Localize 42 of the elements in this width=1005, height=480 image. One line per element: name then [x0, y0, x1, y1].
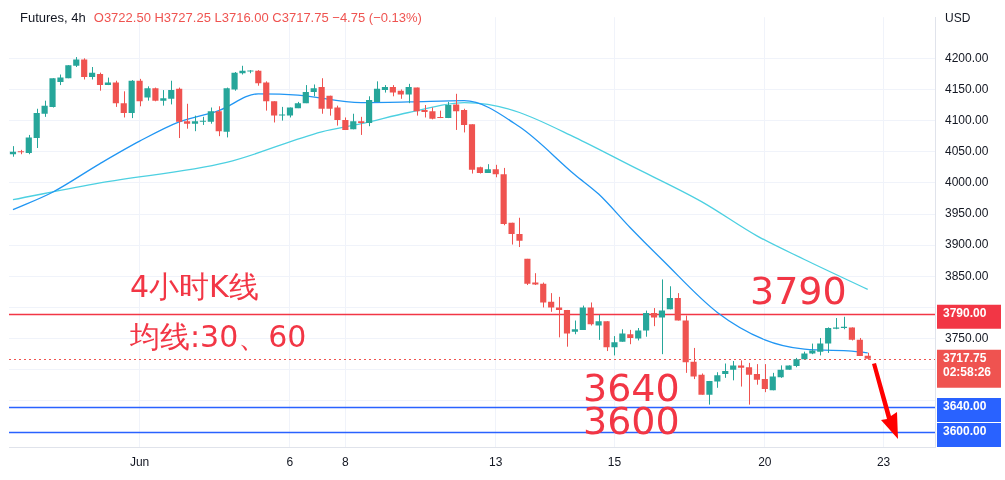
candlestick: [555, 296, 563, 338]
y-tick-label: 4150.00: [945, 81, 989, 96]
candlestick: [152, 87, 159, 102]
y-tick-label: 4100.00: [945, 112, 989, 127]
x-tick-label: 6: [286, 455, 294, 470]
ref-line-label: 3640.00: [943, 399, 987, 414]
x-tick-label: 20: [758, 455, 772, 470]
candlestick: [611, 335, 618, 356]
y-tick-label: 3900.00: [945, 237, 989, 252]
ref-line-label: 3600.00: [943, 424, 987, 439]
y-tick-label: 4000.00: [945, 175, 989, 190]
annotation: 均线:30、60: [129, 319, 307, 354]
x-tick-label: Jun: [129, 455, 150, 470]
candlestick: [738, 359, 745, 388]
y-axis-title: USD: [945, 11, 971, 26]
line-series: [12, 93, 869, 354]
y-tick-label: 3850.00: [945, 268, 989, 283]
candlestick: [595, 314, 602, 341]
chart-title: Futures, 4h: [20, 10, 86, 25]
x-tick-label: 8: [342, 455, 350, 470]
x-tick-label: 15: [607, 455, 622, 470]
candlestick: [516, 217, 523, 248]
candlestick: [603, 320, 610, 352]
y-tick-label: 3750.00: [945, 330, 989, 345]
x-tick-label: 13: [489, 455, 503, 470]
y-tick-label: 3950.00: [945, 206, 989, 221]
x-tick-label: 23: [876, 455, 891, 470]
annotation: 4小时K线: [130, 269, 259, 304]
chart-subtitle: O3722.50 H3727.25 L3716.00 C3717.75 −4.75 (−0.13%): [93, 10, 422, 25]
candlestick: [809, 343, 816, 355]
ref-line-label: 3717.75 02:58:26: [943, 351, 992, 379]
candlestick: [730, 360, 737, 381]
candlestick: [183, 103, 191, 130]
y-tick-label: 4050.00: [945, 144, 989, 159]
candlestick: [832, 317, 840, 330]
candlestick: [571, 320, 578, 335]
ref-line-label: 3790.00: [943, 306, 987, 320]
annotation: 3790: [750, 268, 847, 313]
candlestick: [191, 115, 199, 132]
candlestick: [144, 85, 151, 102]
y-tick-label: 4200.00: [945, 50, 989, 65]
candlestick: [160, 89, 167, 107]
